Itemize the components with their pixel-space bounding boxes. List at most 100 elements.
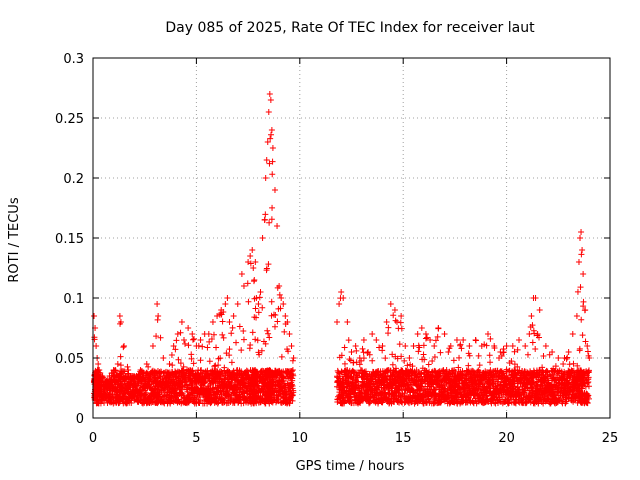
roti-point (221, 364, 228, 371)
roti-point (262, 211, 269, 218)
roti-point (198, 367, 205, 374)
roti-point (586, 355, 593, 361)
roti-point (143, 389, 150, 396)
roti-point (269, 171, 276, 178)
roti-point (213, 344, 220, 351)
roti-point (509, 343, 516, 349)
roti-point (259, 235, 266, 241)
roti-point (289, 367, 296, 374)
roti-point (244, 368, 251, 375)
roti-point (189, 331, 196, 337)
roti-point (392, 317, 399, 324)
roti-point (418, 325, 425, 331)
roti-point (233, 339, 240, 346)
roti-point (382, 355, 389, 362)
roti-point (582, 307, 589, 313)
roti-point (259, 304, 266, 311)
roti-point (563, 398, 570, 405)
roti-point (265, 330, 272, 337)
roti-point (175, 356, 182, 363)
roti-point (214, 313, 221, 319)
roti-point (110, 367, 117, 373)
roti-point (189, 367, 196, 374)
y-tick-label: 0.3 (63, 52, 84, 67)
roti-point (157, 334, 164, 341)
roti-point (445, 349, 452, 356)
roti-point (542, 343, 549, 349)
roti-point (409, 363, 416, 370)
roti-point (255, 301, 262, 307)
roti-point (406, 355, 413, 361)
roti-point (373, 337, 380, 343)
roti-point (514, 346, 521, 353)
roti-point (487, 359, 494, 366)
roti-point (526, 331, 533, 337)
roti-point (245, 298, 252, 305)
roti-point (530, 379, 537, 386)
roti-point (264, 327, 271, 334)
roti-point (415, 348, 422, 355)
roti-point (431, 353, 438, 360)
roti-point (431, 343, 438, 349)
roti-point (353, 359, 360, 366)
roti-point (338, 289, 345, 295)
x-tick-label: 5 (192, 431, 200, 446)
roti-point (478, 343, 485, 349)
roti-point (252, 336, 259, 343)
roti-point (524, 351, 531, 358)
roti-point (226, 319, 233, 325)
roti-point (495, 373, 502, 380)
roti-point (125, 367, 132, 373)
roti-point (410, 343, 417, 349)
roti-point (249, 329, 256, 336)
roti-point (416, 344, 423, 351)
roti-point (262, 175, 269, 181)
roti-point (340, 295, 347, 301)
roti-point (503, 343, 510, 349)
roti-point (124, 363, 131, 370)
roti-point (211, 363, 218, 370)
roti-point (534, 331, 541, 338)
roti-point (435, 325, 442, 331)
roti-point (180, 337, 187, 343)
roti-point (229, 324, 236, 331)
roti-point (472, 337, 479, 343)
roti-point (423, 334, 430, 341)
roti-point (420, 351, 427, 358)
roti-point (450, 357, 457, 364)
roti-point (585, 395, 592, 402)
roti-point (466, 352, 473, 359)
roti-point (277, 305, 284, 312)
roti-point (574, 288, 581, 295)
roti-point (576, 345, 583, 352)
roti-point (288, 368, 295, 375)
roti-point (169, 362, 176, 369)
roti-point (383, 319, 390, 325)
roti-point (188, 355, 195, 362)
roti-point (398, 325, 405, 332)
roti-point (281, 328, 288, 335)
roti-point (233, 375, 240, 382)
roti-point (565, 349, 572, 355)
roti-point (549, 349, 556, 355)
roti-point (514, 363, 521, 370)
x-tick-label: 0 (89, 431, 97, 446)
roti-point (263, 157, 270, 163)
roti-point (338, 352, 345, 359)
roti-point (555, 355, 562, 361)
roti-point (274, 318, 281, 325)
roti-point (117, 362, 124, 369)
roti-point (376, 344, 383, 351)
roti-point (155, 313, 162, 319)
roti-point (420, 342, 427, 349)
roti-point (459, 368, 466, 375)
roti-point (394, 355, 401, 362)
roti-point (285, 348, 292, 355)
roti-point (290, 387, 297, 394)
roti-point (521, 368, 528, 375)
roti-point (174, 331, 181, 337)
roti-point (288, 343, 295, 349)
roti-point (585, 367, 592, 374)
roti-point (529, 322, 536, 329)
roti-point (230, 313, 237, 319)
